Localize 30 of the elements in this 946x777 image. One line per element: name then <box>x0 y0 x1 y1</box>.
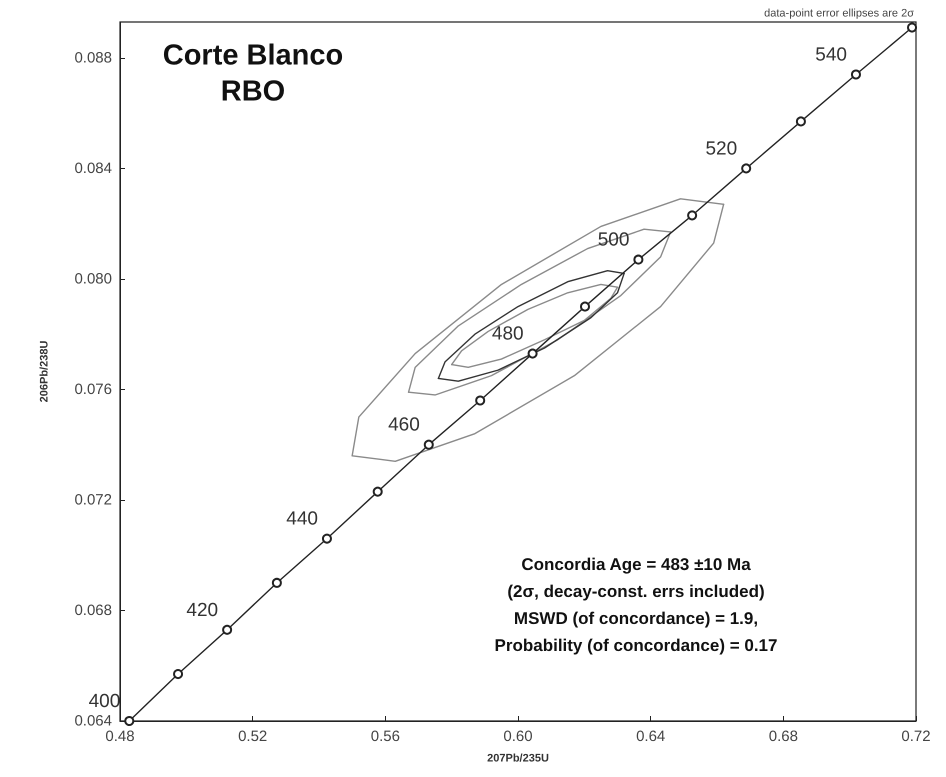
text: data-point error ellipses are 2σ <box>764 8 914 20</box>
x-tick-label: 0.72 <box>901 728 931 745</box>
annotation: Concordia Age = 483 ±10 Ma <box>521 555 752 574</box>
annotation: Probability (of concordance) = 0.17 <box>494 636 778 655</box>
y-tick-label: 0.080 <box>74 270 112 288</box>
text: Corte Blanco <box>162 40 344 72</box>
x-tick-label: 0.48 <box>105 728 135 745</box>
x-tick-label: 0.64 <box>636 728 666 745</box>
x-tick-label: 0.52 <box>238 728 268 745</box>
annotation: (2σ, decay-const. errs included) <box>507 582 765 601</box>
x-tick-label: 0.60 <box>503 728 533 745</box>
annotation: 460 <box>388 414 420 436</box>
y-tick-label: 0.088 <box>74 49 112 66</box>
x-axis-title: 207Pb/235U <box>487 752 549 764</box>
annotation: MSWD (of concordance) = 1.9, <box>514 609 758 628</box>
text: RBO <box>220 76 286 108</box>
annotation: 400 <box>88 691 120 712</box>
y-tick-label: 0.068 <box>74 602 112 619</box>
y-tick-label: 0.076 <box>74 380 112 398</box>
annotation: 540 <box>815 44 847 66</box>
annotation: 440 <box>286 508 318 530</box>
y-tick-label: 0.072 <box>74 491 112 508</box>
annotation: 520 <box>705 138 738 160</box>
x-tick-label: 0.68 <box>768 728 798 745</box>
y-tick-label: 0.084 <box>74 160 112 177</box>
annotation: 420 <box>186 600 218 621</box>
y-axis-title: 206Pb/238U <box>38 340 50 402</box>
y-tick-label: 0.064 <box>74 712 112 730</box>
x-tick-label: 0.56 <box>370 728 400 745</box>
annotation: 480 <box>492 324 524 345</box>
